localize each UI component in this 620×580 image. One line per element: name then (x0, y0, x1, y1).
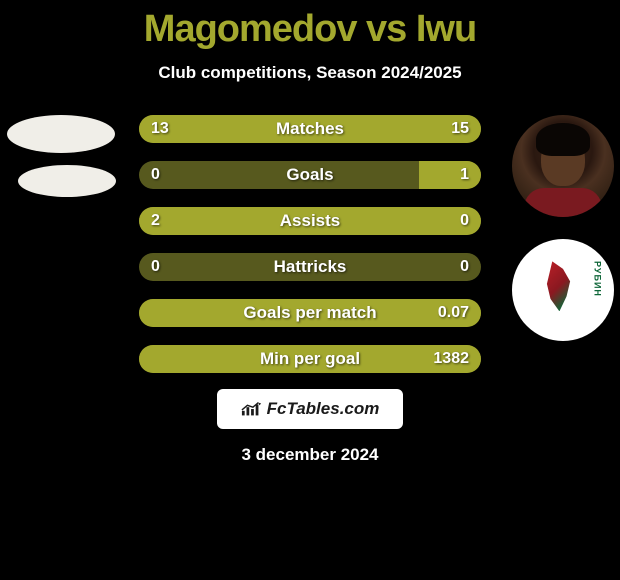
bar-value-right: 0 (460, 212, 469, 230)
bar-value-left: 2 (151, 212, 160, 230)
brand-footer: FcTables.com (217, 389, 404, 429)
subtitle: Club competitions, Season 2024/2025 (158, 63, 461, 83)
team-right-name: РУБИН (593, 261, 603, 297)
brand-chart-icon (241, 401, 263, 417)
bar-label: Min per goal (260, 349, 360, 369)
player-left-avatar (7, 115, 115, 153)
bar-value-right: 0.07 (438, 304, 469, 322)
stat-bar-min-per-goal: Min per goal 1382 (139, 345, 481, 373)
stat-bar-assists: Assists 2 0 (139, 207, 481, 235)
player-right-avatar (512, 115, 614, 217)
date-text: 3 december 2024 (241, 445, 378, 465)
stat-bar-goals: Goals 0 1 (139, 161, 481, 189)
bar-label: Hattricks (274, 257, 347, 277)
bar-fill-right (419, 161, 481, 189)
bar-value-right: 0 (460, 258, 469, 276)
main-area: Matches1315Goals01Assists20Hattricks00Go… (0, 115, 620, 373)
stat-bars: Matches1315Goals01Assists20Hattricks00Go… (139, 115, 481, 373)
bar-label: Goals per match (243, 303, 376, 323)
right-player-column: РУБИН (512, 115, 614, 341)
stat-bar-matches: Matches 13 15 (139, 115, 481, 143)
team-right-logo: РУБИН (512, 239, 614, 341)
bar-label: Goals (286, 165, 333, 185)
bar-label: Matches (276, 119, 344, 139)
page-title: Magomedov vs Iwu (144, 8, 476, 51)
brand-text: FcTables.com (267, 399, 380, 419)
team-left-logo (18, 165, 116, 197)
left-player-column (6, 115, 116, 197)
bar-value-right: 1382 (433, 350, 469, 368)
bar-value-left: 0 (151, 166, 160, 184)
bar-value-left: 13 (151, 120, 169, 138)
bar-value-left: 0 (151, 258, 160, 276)
bar-label: Assists (280, 211, 340, 231)
bar-value-right: 1 (460, 166, 469, 184)
bar-value-right: 15 (451, 120, 469, 138)
comparison-card: Magomedov vs Iwu Club competitions, Seas… (0, 0, 620, 580)
stat-bar-hattricks: Hattricks 0 0 (139, 253, 481, 281)
stat-bar-goals-per-match: Goals per match 0.07 (139, 299, 481, 327)
